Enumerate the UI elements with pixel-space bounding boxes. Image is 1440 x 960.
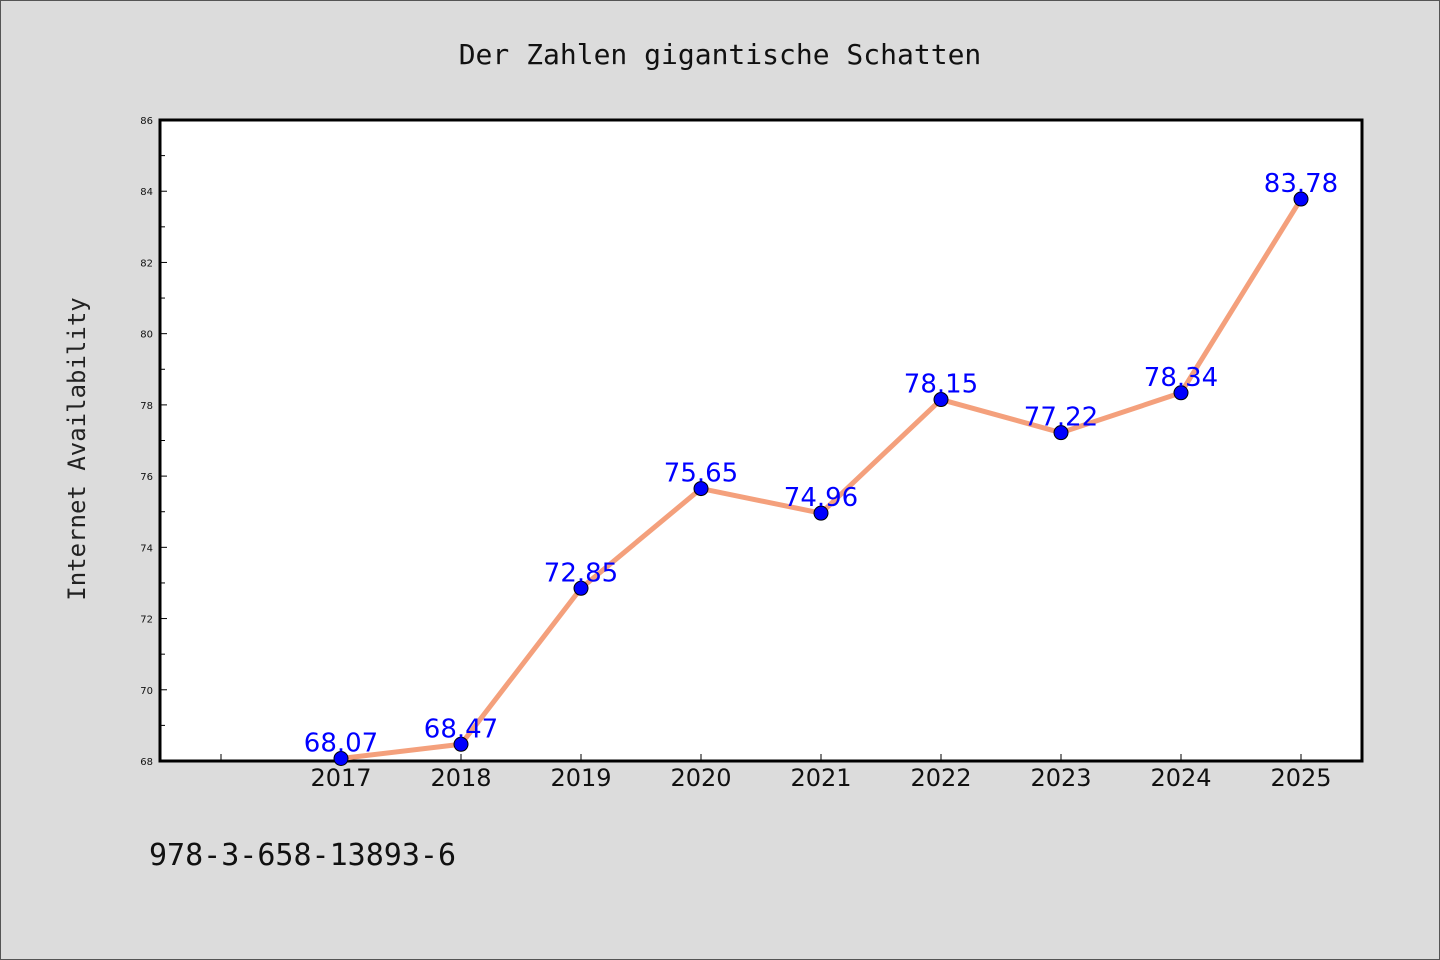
data-label: 68.47: [424, 714, 498, 744]
y-tick-label: 78: [140, 401, 153, 412]
y-tick-label: 68: [140, 757, 153, 768]
x-tick-label: 2017: [310, 764, 371, 792]
x-tick-label: 2021: [790, 764, 851, 792]
chart-title: Der Zahlen gigantische Schatten: [459, 38, 982, 71]
data-label: 74.96: [784, 483, 858, 513]
y-axis-ticks: 68 70 72 74 76 78 80 82 84 86: [140, 116, 167, 768]
x-tick-label: 2025: [1270, 764, 1331, 792]
data-point-marker: [453, 736, 469, 752]
data-point-marker: [813, 505, 829, 521]
plot-area: [158, 118, 1364, 763]
y-tick-label: 82: [140, 258, 153, 269]
x-tick-label: 2022: [910, 764, 971, 792]
isbn-footer-text: 978-3-658-13893-6: [149, 838, 456, 873]
data-point-marker: [933, 392, 949, 408]
data-label: 78.15: [904, 370, 978, 400]
y-tick-label: 76: [140, 472, 153, 483]
data-point-marker: [333, 751, 349, 767]
data-point-marker: [1053, 425, 1069, 441]
data-label: 68.07: [304, 729, 378, 759]
data-label: 77.22: [1024, 403, 1098, 433]
y-tick-label: 72: [140, 615, 153, 626]
data-label: 75.65: [664, 459, 738, 489]
data-point-marker: [1173, 385, 1189, 401]
x-axis-ticks: 2017 2018 2019 2020 2021 2022 2023 2024 2025: [220, 754, 1332, 792]
x-tick-label: 2019: [550, 764, 611, 792]
x-tick-label: 2018: [430, 764, 491, 792]
y-tick-label: 70: [140, 686, 153, 697]
x-tick-label: 2024: [1150, 764, 1211, 792]
data-label: 83.78: [1264, 169, 1338, 199]
x-tick-label: 2020: [670, 764, 731, 792]
data-point-marker: [1293, 191, 1309, 207]
x-tick-label: 2023: [1030, 764, 1091, 792]
y-tick-label: 80: [140, 330, 153, 341]
y-tick-label: 86: [140, 116, 153, 127]
y-tick-label: 84: [140, 187, 153, 198]
y-tick-label: 74: [140, 543, 153, 554]
data-label: 78.34: [1144, 363, 1218, 393]
data-label-layer: 68.07 68.47 72.85 75.65 74.96 78.15 77.22 78.34…: [304, 169, 1338, 758]
series-layer: [333, 191, 1309, 767]
data-point-marker: [573, 580, 589, 596]
data-label: 72.85: [544, 558, 618, 588]
data-point-marker: [693, 481, 709, 497]
y-axis-label: Internet Availability: [63, 297, 91, 600]
